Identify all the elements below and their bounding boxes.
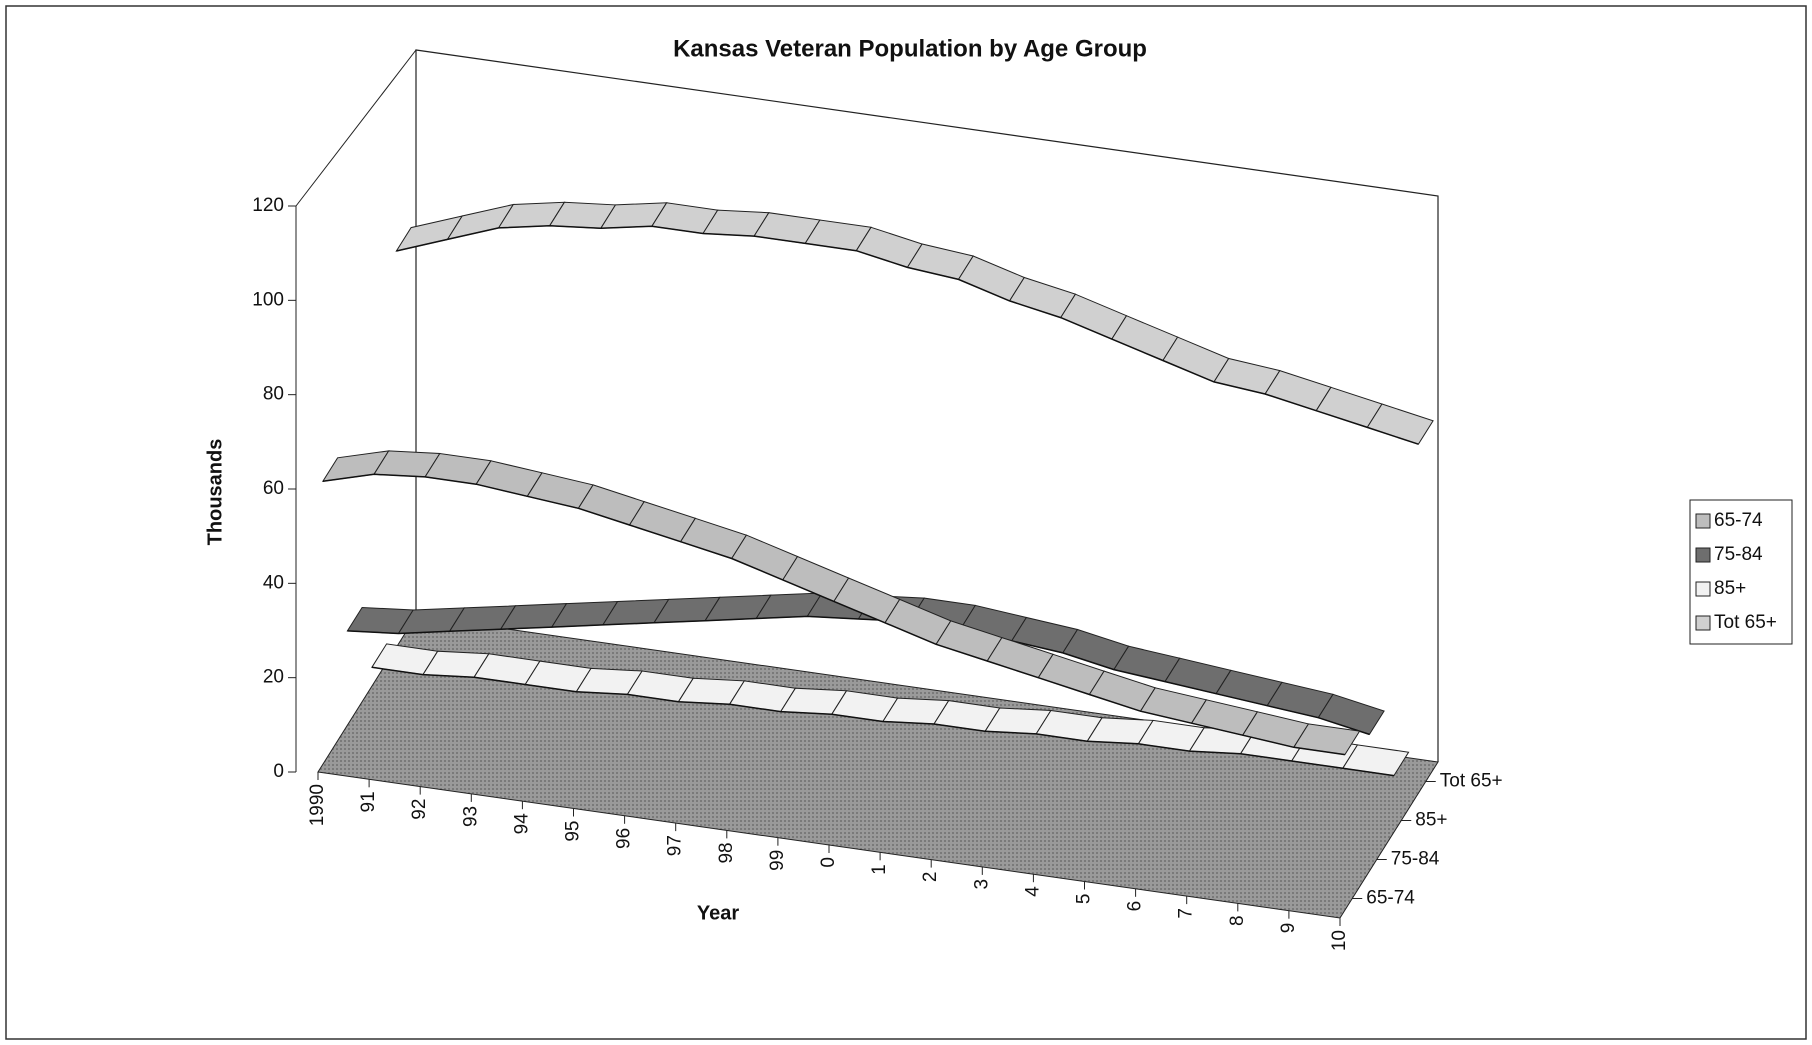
y-tick-label: 20 — [263, 667, 284, 688]
legend-label: 65-74 — [1714, 510, 1763, 531]
x-tick-label: 9 — [1278, 923, 1299, 934]
x-tick-label: 91 — [358, 791, 379, 812]
series-line — [396, 224, 1419, 445]
x-tick-label: 7 — [1176, 908, 1197, 919]
y-tick-label: 40 — [263, 572, 284, 593]
z-tick-label: Tot 65+ — [1440, 771, 1503, 792]
y-tick-label: 80 — [263, 384, 284, 405]
x-tick-label: 8 — [1227, 915, 1248, 926]
z-tick-label: 85+ — [1415, 810, 1447, 831]
x-tick-label: 0 — [818, 857, 839, 868]
left-wall-edge — [295, 49, 417, 207]
y-tick-label: 0 — [273, 761, 284, 782]
z-tick-label: 65-74 — [1366, 888, 1415, 909]
series-line — [371, 666, 1395, 777]
x-tick-label: 96 — [614, 828, 635, 849]
x-tick-label: 95 — [563, 821, 584, 842]
x-tick-label: 93 — [460, 806, 481, 827]
chart-title: Kansas Veteran Population by Age Group — [673, 35, 1147, 62]
x-axis-title: Year — [697, 902, 739, 924]
x-tick-label: 94 — [511, 813, 532, 835]
x-tick-label: 3 — [971, 879, 992, 890]
legend-swatch — [1695, 581, 1711, 597]
series-line — [322, 473, 1346, 756]
x-tick-label: 5 — [1074, 894, 1095, 905]
legend-label: Tot 65+ — [1714, 612, 1777, 633]
y-axis-title: Thousands — [204, 439, 226, 546]
x-tick-label: 1 — [869, 864, 890, 875]
x-tick-label: 1990 — [307, 784, 328, 826]
y-tick-label: 100 — [252, 289, 284, 310]
x-tick-label: 99 — [767, 850, 788, 871]
y-tick-label: 120 — [252, 195, 284, 216]
legend-label: 85+ — [1714, 578, 1746, 599]
x-tick-label: 92 — [409, 799, 430, 820]
series-line — [347, 615, 1370, 736]
y-tick-label: 60 — [263, 478, 284, 499]
back-wall — [415, 49, 1439, 762]
legend-swatch — [1695, 513, 1711, 529]
x-tick-label: 98 — [716, 842, 737, 863]
frame — [5, 5, 1807, 1040]
x-tick-label: 10 — [1329, 930, 1350, 951]
legend-label: 75-84 — [1714, 544, 1763, 565]
x-tick-label: 2 — [920, 872, 941, 883]
x-tick-label: 97 — [665, 835, 686, 856]
x-tick-label: 4 — [1022, 886, 1043, 897]
x-tick-label: 6 — [1125, 901, 1146, 912]
z-tick-label: 75-84 — [1391, 849, 1440, 870]
legend-swatch — [1695, 615, 1711, 631]
legend-swatch — [1695, 547, 1711, 563]
